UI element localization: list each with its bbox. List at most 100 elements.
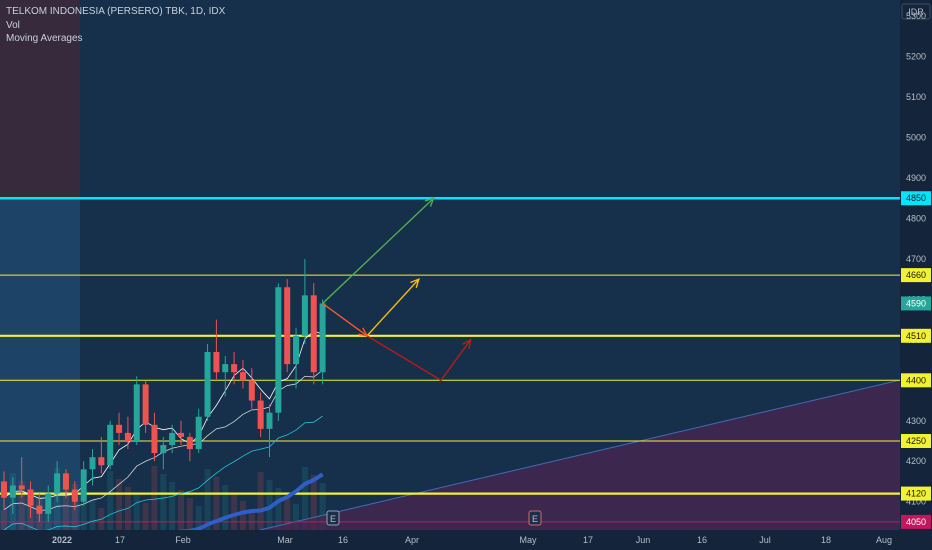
candle-body xyxy=(275,287,282,413)
last-price-tag-text: 4590 xyxy=(906,298,926,308)
candle[interactable] xyxy=(116,412,123,446)
candle[interactable] xyxy=(107,420,114,470)
candle[interactable] xyxy=(248,368,255,409)
x-tick-label: May xyxy=(519,535,537,545)
x-tick-label: 16 xyxy=(697,535,707,545)
volume-bar xyxy=(204,469,211,530)
candle[interactable] xyxy=(1,471,7,510)
candle[interactable] xyxy=(124,416,131,450)
candle-body xyxy=(27,489,34,506)
candle[interactable] xyxy=(222,356,229,397)
volume-bar xyxy=(275,488,282,530)
volume-bar xyxy=(195,506,202,530)
candle[interactable] xyxy=(89,449,96,486)
candle[interactable] xyxy=(275,283,282,421)
candle[interactable] xyxy=(301,258,308,344)
candle[interactable] xyxy=(239,360,246,389)
x-tick-label: 17 xyxy=(583,535,593,545)
price-tag-4850[interactable]: 4850 xyxy=(901,191,931,206)
volume-bar xyxy=(231,493,238,530)
candle[interactable] xyxy=(142,380,149,433)
earnings-event-marker[interactable]: E xyxy=(326,510,340,526)
candle[interactable] xyxy=(319,299,326,385)
volume-bar xyxy=(62,476,69,530)
candle-body xyxy=(116,424,123,433)
candle-body xyxy=(62,473,69,490)
candle-body xyxy=(18,485,25,490)
candle[interactable] xyxy=(186,432,193,462)
candle[interactable] xyxy=(151,412,158,462)
candle[interactable] xyxy=(36,493,43,522)
candle[interactable] xyxy=(27,481,34,518)
candle-body xyxy=(124,432,131,441)
projection-path-2[interactable] xyxy=(322,302,368,337)
y-tick-label: 5000 xyxy=(906,133,926,143)
candle[interactable] xyxy=(257,392,264,437)
projection-path-1[interactable] xyxy=(322,197,435,304)
x-tick-label: 16 xyxy=(338,535,348,545)
x-tick-label: Mar xyxy=(277,535,293,545)
candle-body xyxy=(9,485,16,498)
volume-bar xyxy=(266,480,273,530)
time-axis[interactable] xyxy=(0,530,900,550)
price-tag-4850-bg xyxy=(901,191,931,206)
candle-body xyxy=(80,469,87,502)
low-price-tag[interactable]: 4050 xyxy=(901,514,931,529)
projection-path-3[interactable] xyxy=(366,278,420,337)
last-price-tag[interactable]: 4590 xyxy=(901,296,931,311)
candle[interactable] xyxy=(266,404,273,458)
projection-path-4[interactable] xyxy=(366,335,472,382)
candle[interactable] xyxy=(178,420,184,446)
candle[interactable] xyxy=(195,408,202,454)
volume-bar xyxy=(18,481,25,530)
symbol-title[interactable]: TELKOM INDONESIA (PERSERO) TBK, 1D, IDX xyxy=(6,6,226,17)
candle-body xyxy=(178,432,184,437)
candle[interactable] xyxy=(293,327,300,389)
candle-body xyxy=(151,424,158,454)
candle[interactable] xyxy=(213,319,220,381)
candle-body xyxy=(222,364,229,373)
candle[interactable] xyxy=(284,279,291,373)
y-tick-label: 5300 xyxy=(906,11,926,21)
low-price-tag-text: 4050 xyxy=(906,517,926,527)
y-tick-label: 4700 xyxy=(906,254,926,264)
volume-bar xyxy=(213,477,220,530)
y-tick-label: 4200 xyxy=(906,456,926,466)
volume-indicator-label[interactable]: Vol xyxy=(6,20,20,31)
candle-body xyxy=(45,493,52,514)
candle-body xyxy=(160,445,167,454)
candle[interactable] xyxy=(98,436,105,474)
earnings-event-marker[interactable]: E xyxy=(528,510,542,526)
candle[interactable] xyxy=(204,343,211,421)
price-tag-4250[interactable]: 4250 xyxy=(901,433,931,448)
candle[interactable] xyxy=(62,469,69,498)
price-tag-4510-text: 4510 xyxy=(906,331,926,341)
event-marker-box xyxy=(326,510,340,526)
price-tag-4400[interactable]: 4400 xyxy=(901,373,931,388)
candle[interactable] xyxy=(160,436,167,470)
candle[interactable] xyxy=(80,461,87,506)
price-tag-4660[interactable]: 4660 xyxy=(901,268,931,283)
candle[interactable] xyxy=(231,351,238,385)
candle[interactable] xyxy=(9,477,16,514)
candle[interactable] xyxy=(169,424,176,454)
price-tag-4400-bg xyxy=(901,373,931,388)
candle[interactable] xyxy=(18,457,25,498)
ascending-trendline[interactable] xyxy=(259,379,901,531)
event-marker-label: E xyxy=(532,514,538,524)
x-tick-label: 17 xyxy=(115,535,125,545)
candle[interactable] xyxy=(133,376,140,446)
price-tag-4510[interactable]: 4510 xyxy=(901,328,931,343)
candle[interactable] xyxy=(45,485,52,522)
volume-bar xyxy=(257,472,264,530)
moving-averages-indicator-label[interactable]: Moving Averages xyxy=(6,33,83,44)
candle-body xyxy=(142,384,149,425)
candle[interactable] xyxy=(71,481,78,510)
candle[interactable] xyxy=(310,283,317,385)
price-tag-4120[interactable]: 4120 xyxy=(901,486,931,501)
x-tick-label: Aug xyxy=(876,535,892,545)
candle[interactable] xyxy=(54,461,61,502)
volume-bar xyxy=(284,496,291,530)
volume-bar xyxy=(160,474,167,530)
